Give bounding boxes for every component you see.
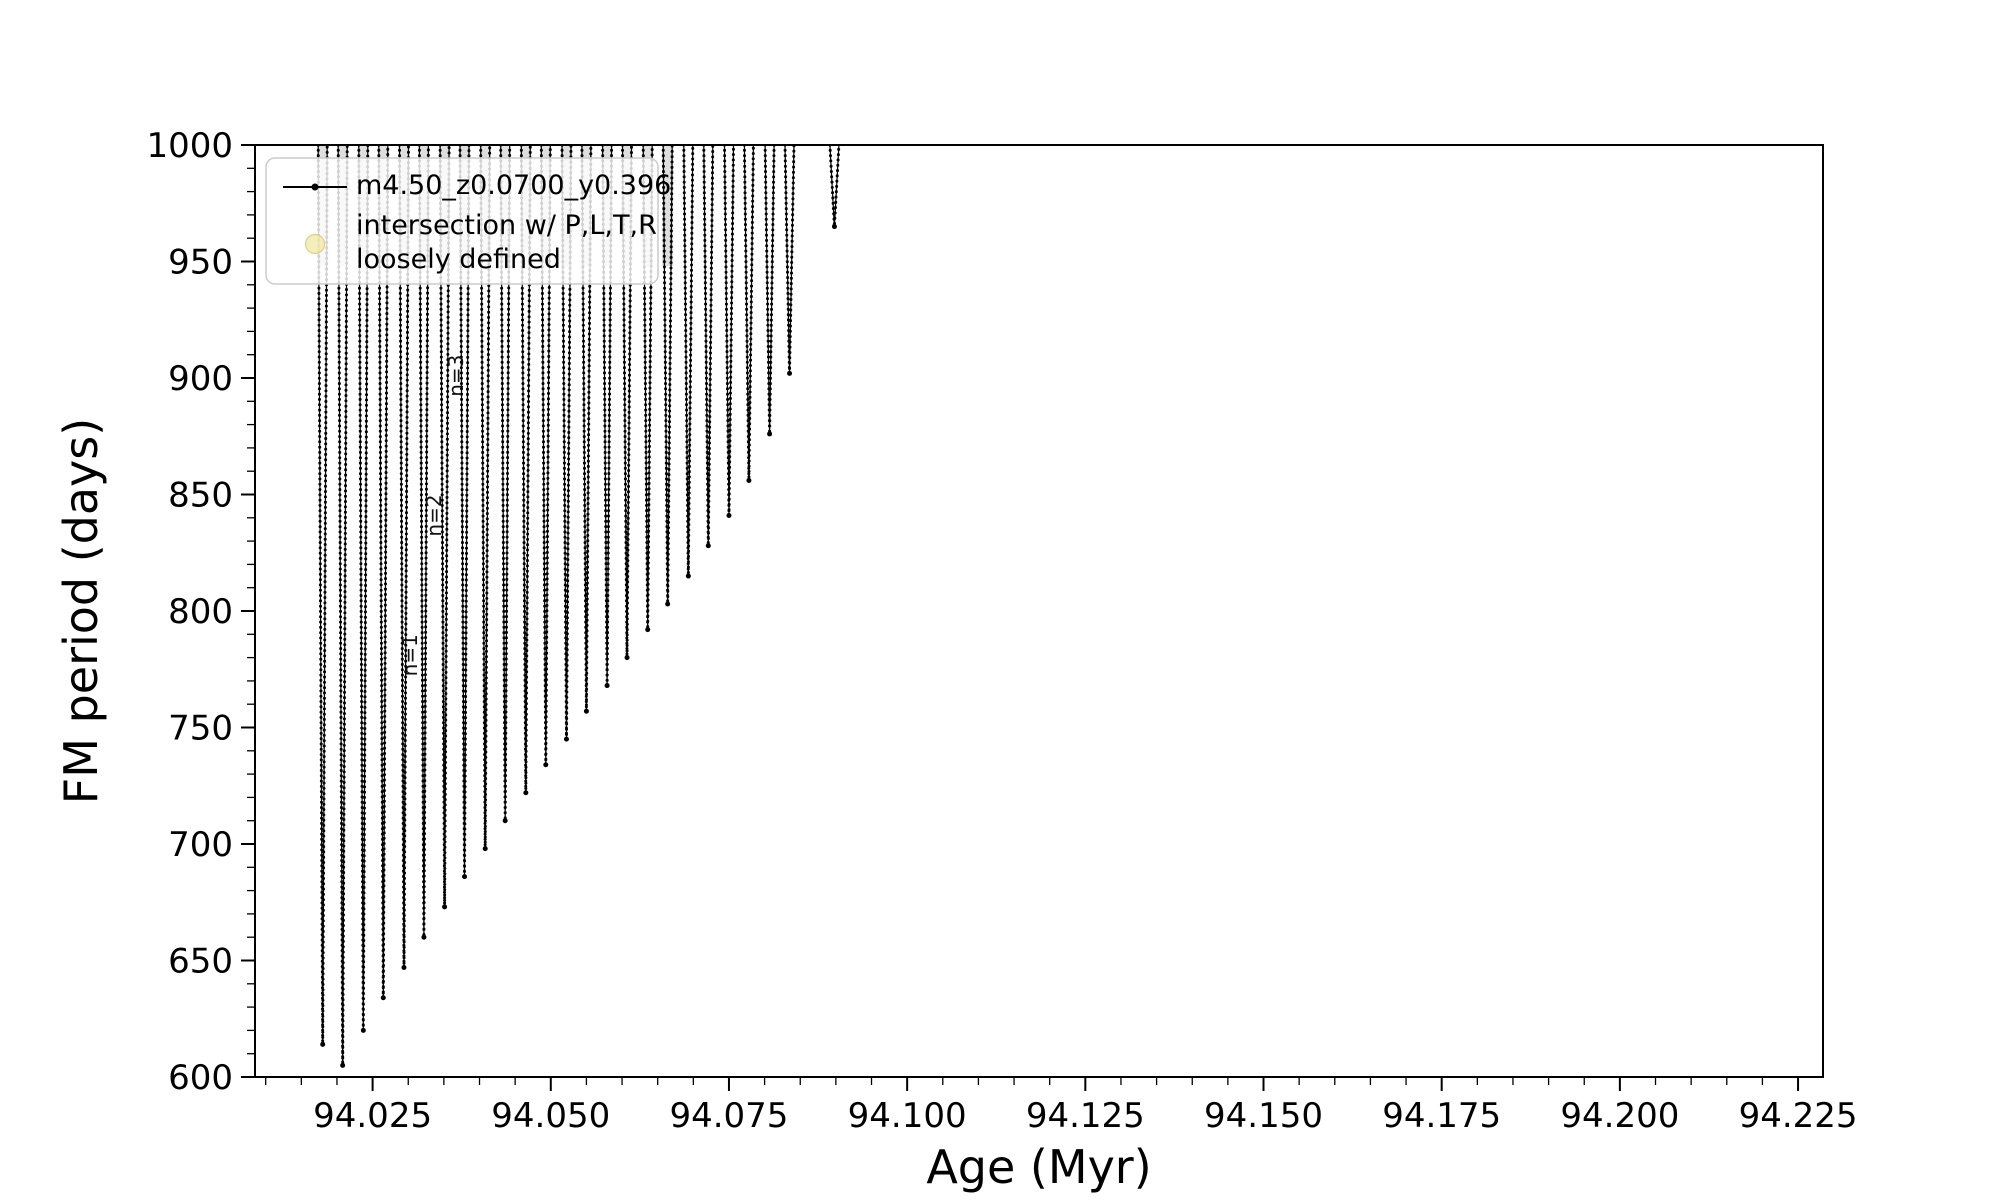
spike-tip-marker — [726, 512, 732, 518]
spike-tip-marker — [767, 431, 773, 437]
spike-markers — [316, 145, 329, 1045]
spike-tip-marker — [543, 762, 549, 768]
resonance-order-annotation: n=2 — [422, 494, 446, 536]
spike-tip-marker — [787, 370, 793, 376]
y-tick-label: 700 — [168, 825, 233, 865]
spike-tip-marker — [320, 1041, 326, 1047]
spike-tip-marker — [705, 543, 711, 549]
y-tick-label: 950 — [168, 243, 233, 283]
axes-layer: 94.025 94.050 94.075 94.100 94.125 94.150 94.1… — [146, 126, 1857, 1136]
legend-entry-label: loosely defined — [356, 244, 561, 275]
annotations-layer: n=1 n=2 n=3 — [398, 355, 468, 677]
spike-markers — [723, 145, 735, 516]
spike-haze-band — [662, 145, 674, 267]
legend-box — [265, 157, 659, 285]
y-tick-label: 850 — [168, 476, 233, 516]
x-tick-label: 94.225 — [1739, 1096, 1858, 1136]
spike-tip-marker — [340, 1062, 346, 1068]
legend-entry-label: intersection w/ P,L,T,R — [356, 210, 657, 241]
spike-markers — [336, 145, 349, 1066]
y-tick-label: 600 — [168, 1058, 233, 1098]
spike-tip-marker — [421, 934, 427, 940]
x-axis-label: Age (Myr) — [926, 1140, 1151, 1194]
resonance-order-annotation: n=1 — [398, 634, 422, 676]
spike-tip-marker — [401, 964, 407, 970]
spike-tip-marker — [360, 1027, 366, 1033]
spike-tip-marker — [502, 818, 508, 824]
data-series-layer — [316, 145, 841, 1068]
x-tick-label: 94.150 — [1204, 1096, 1323, 1136]
spike-tip-marker — [831, 224, 837, 230]
legend-point-marker-icon — [311, 183, 319, 191]
x-tick-label: 94.075 — [669, 1096, 788, 1136]
y-tick-label: 750 — [168, 709, 233, 749]
y-tick-label: 900 — [168, 359, 233, 399]
spike-tip-marker — [746, 478, 752, 484]
x-tick-label: 94.025 — [313, 1096, 432, 1136]
spike-markers — [783, 145, 796, 374]
x-tick-label: 94.100 — [848, 1096, 967, 1136]
spike-line — [784, 145, 795, 374]
spike-tip-marker — [645, 627, 651, 633]
legend: m4.50_z0.0700_y0.396 intersection w/ P,L,… — [265, 157, 671, 285]
spike-tip-marker — [442, 904, 448, 910]
spike-tip-marker — [604, 683, 610, 689]
spike-markers — [742, 145, 755, 481]
spike-markers — [828, 145, 841, 227]
spike-tip-marker — [523, 790, 529, 796]
plot-border — [254, 144, 1824, 1078]
x-tick-label: 94.200 — [1560, 1096, 1679, 1136]
legend-entry-label: m4.50_z0.0700_y0.396 — [356, 170, 671, 201]
x-tick-label: 94.125 — [1026, 1096, 1145, 1136]
y-tick-label: 650 — [168, 942, 233, 982]
spike-markers — [682, 145, 695, 577]
spike-markers — [661, 145, 674, 605]
x-tick-label: 94.050 — [491, 1096, 610, 1136]
spike-tip-marker — [583, 708, 589, 714]
spike-tip-marker — [482, 846, 488, 852]
spike-tip-marker — [380, 995, 386, 1001]
legend-circle-marker-icon — [304, 233, 326, 255]
spike-tip-marker — [462, 874, 468, 880]
spike-markers — [417, 145, 430, 938]
spike-tip-marker — [563, 736, 569, 742]
x-tick-label: 94.175 — [1382, 1096, 1501, 1136]
y-tick-label: 1000 — [146, 126, 233, 166]
y-tick-label: 800 — [168, 592, 233, 632]
resonance-order-annotation: n=3 — [444, 355, 468, 397]
spike-tip-marker — [624, 655, 630, 661]
spike-markers — [763, 145, 776, 434]
spike-markers — [702, 145, 715, 546]
y-axis-label: FM period (days) — [54, 418, 108, 804]
spike-tip-marker — [665, 601, 671, 607]
spike-tip-marker — [685, 573, 691, 579]
